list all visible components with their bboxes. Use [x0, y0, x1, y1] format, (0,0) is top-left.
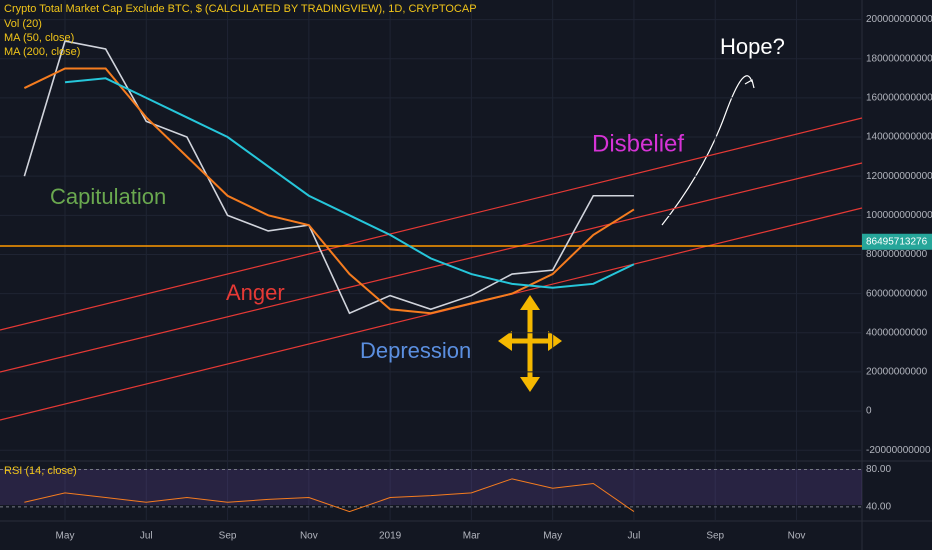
y-tick-label: 180000000000: [866, 53, 932, 64]
y-tick-label: 80000000000: [866, 249, 928, 260]
rsi-band: [0, 469, 862, 505]
x-tick-label: Nov: [788, 531, 806, 542]
y-tick-label: 60000000000: [866, 288, 928, 299]
hope-arrowhead: [744, 79, 755, 89]
x-tick-label: Jul: [628, 531, 641, 542]
rsi-tick-label: 80.00: [866, 464, 891, 475]
y-tick-label: 20000000000: [866, 367, 928, 378]
annotation: Depression: [360, 338, 471, 363]
y-tick-label: 200000000000: [866, 14, 932, 25]
annotation: Anger: [226, 280, 285, 305]
annotation: Capitulation: [50, 184, 166, 209]
x-tick-label: May: [56, 531, 75, 542]
y-tick-label: 40000000000: [866, 327, 928, 338]
x-tick-label: Sep: [219, 531, 237, 542]
y-tick-label: 0: [866, 406, 872, 417]
rsi-label: RSI (14, close): [4, 465, 77, 477]
indicator-label: MA (50, close): [4, 32, 74, 44]
indicator-label: MA (200, close): [4, 46, 80, 58]
last-price-label: 86495713276: [866, 236, 928, 247]
annotation: Disbelief: [592, 130, 684, 157]
chart-title: Crypto Total Market Cap Exclude BTC, $ (…: [4, 3, 477, 15]
rsi-tick-label: 40.00: [866, 502, 891, 513]
indicator-label: Vol (20): [4, 18, 42, 30]
last-price-box: [862, 233, 932, 250]
annotation: Hope?: [720, 34, 785, 59]
x-tick-label: Mar: [463, 531, 481, 542]
y-tick-label: -20000000000: [866, 445, 931, 456]
rsi-line: [24, 478, 635, 513]
series-line: [23, 67, 635, 315]
y-tick-label: 100000000000: [866, 210, 932, 221]
x-tick-label: Jul: [140, 531, 153, 542]
series-line: [23, 40, 634, 315]
series-line: [64, 77, 635, 289]
x-tick-label: Nov: [300, 531, 318, 542]
y-tick-label: 140000000000: [866, 132, 932, 143]
y-tick-label: 160000000000: [866, 93, 932, 104]
hope-arrow: [661, 75, 753, 226]
cross-arrows: [498, 295, 562, 392]
x-tick-label: May: [543, 531, 562, 542]
x-tick-label: 2019: [379, 531, 402, 542]
y-tick-label: 120000000000: [866, 171, 932, 182]
x-tick-label: Sep: [706, 531, 724, 542]
